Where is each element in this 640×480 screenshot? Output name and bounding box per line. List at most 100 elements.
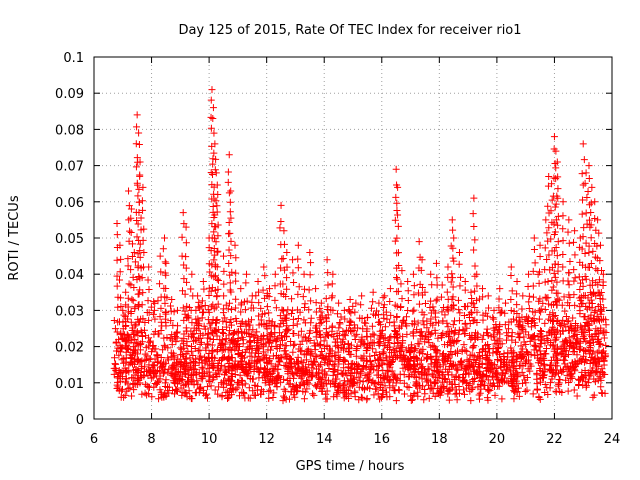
noise-point (521, 376, 529, 384)
noise-point (456, 373, 464, 381)
spike-point (135, 209, 143, 217)
spike-point (501, 321, 509, 329)
noise-point (251, 353, 259, 361)
noise-point (504, 325, 512, 333)
spike-point (271, 329, 279, 337)
spike-point (136, 247, 144, 255)
data-point (116, 241, 124, 249)
noise-point (571, 365, 579, 373)
noise-point (318, 373, 326, 381)
noise-point (217, 365, 225, 373)
noise-point (510, 362, 518, 370)
spike-point (559, 225, 567, 233)
spike-point (138, 274, 146, 282)
noise-point (122, 375, 130, 383)
noise-point (244, 372, 252, 380)
spike-point (214, 247, 222, 255)
noise-point (131, 336, 139, 344)
noise-point (275, 323, 283, 331)
spike-point (213, 316, 221, 324)
spike-point (570, 238, 578, 246)
noise-point (519, 345, 527, 353)
noise-point (218, 328, 226, 336)
spike-point (194, 303, 202, 311)
noise-point (308, 364, 316, 372)
noise-point (520, 372, 528, 380)
spike-point (294, 290, 302, 298)
noise-point (358, 394, 366, 402)
y-tick-label: 0.01 (55, 377, 84, 392)
noise-point (208, 341, 216, 349)
noise-point (261, 379, 269, 387)
noise-point (190, 365, 198, 373)
spike-point (225, 246, 233, 254)
spike-point (305, 286, 313, 294)
noise-point (495, 304, 503, 312)
noise-point (410, 346, 418, 354)
noise-point (529, 390, 537, 398)
spike-point (411, 317, 419, 325)
spike-point (518, 325, 526, 333)
spike-point (449, 244, 457, 252)
noise-point (469, 300, 477, 308)
spike-point (213, 202, 221, 210)
spike-point (212, 197, 220, 205)
spike-point (131, 305, 139, 313)
noise-point (295, 372, 303, 380)
spike-point (554, 221, 562, 229)
spike-point (565, 326, 573, 334)
noise-point (515, 392, 523, 400)
noise-point (316, 304, 324, 312)
noise-point (477, 385, 485, 393)
noise-point (404, 363, 412, 371)
noise-point (153, 351, 161, 359)
noise-point (218, 347, 226, 355)
noise-point (462, 370, 470, 378)
spike-point (241, 306, 249, 314)
noise-point (484, 385, 492, 393)
data-point (211, 140, 219, 148)
noise-point (478, 371, 486, 379)
data-point (254, 277, 262, 285)
noise-point (196, 340, 204, 348)
noise-point (405, 373, 413, 381)
spike-point (180, 220, 188, 228)
noise-point (259, 343, 267, 351)
noise-point (396, 370, 404, 378)
spike-point (545, 224, 553, 232)
noise-point (276, 341, 284, 349)
spike-point (596, 257, 604, 265)
spike-point (213, 275, 221, 283)
noise-point (164, 344, 172, 352)
spike-point (579, 333, 587, 341)
noise-point (162, 360, 170, 368)
noise-point (453, 396, 461, 404)
x-tick-label: 20 (489, 432, 506, 447)
noise-point (254, 365, 262, 373)
spike-point (127, 318, 135, 326)
noise-point (562, 313, 570, 321)
noise-point (451, 380, 459, 388)
spike-point (210, 256, 218, 264)
noise-point (382, 354, 390, 362)
spike-point (300, 333, 308, 341)
noise-point (171, 390, 179, 398)
noise-point (114, 374, 122, 382)
noise-point (130, 386, 138, 394)
noise-point (425, 339, 433, 347)
spike-point (403, 322, 411, 330)
spike-point (587, 221, 595, 229)
noise-point (355, 396, 363, 404)
noise-point (143, 352, 151, 360)
spike-point (132, 163, 140, 171)
spike-point (357, 301, 365, 309)
spike-point (553, 252, 561, 260)
noise-point (306, 368, 314, 376)
noise-point (227, 337, 235, 345)
noise-point (138, 333, 146, 341)
spike-point (457, 273, 465, 281)
spike-point (204, 330, 212, 338)
noise-point (391, 348, 399, 356)
noise-point (318, 312, 326, 320)
spike-point (129, 273, 137, 281)
